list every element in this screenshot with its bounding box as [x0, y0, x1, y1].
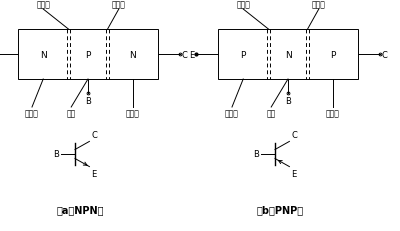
Text: P: P [240, 50, 246, 59]
Text: B: B [85, 97, 91, 106]
Text: B: B [253, 150, 259, 159]
Text: 基区: 基区 [266, 109, 276, 118]
Text: 发射结: 发射结 [36, 0, 50, 9]
Text: E: E [189, 50, 194, 59]
Text: C: C [91, 131, 97, 140]
Text: （b）PNP型: （b）PNP型 [256, 204, 304, 214]
Text: C: C [182, 50, 188, 59]
Text: 发射区: 发射区 [25, 109, 39, 118]
Text: 集电结: 集电结 [112, 0, 126, 9]
Text: B: B [285, 97, 291, 106]
Text: C: C [291, 131, 297, 140]
Text: 基区: 基区 [66, 109, 76, 118]
Text: P: P [85, 50, 91, 59]
Text: N: N [285, 50, 291, 59]
Text: （a）NPN型: （a）NPN型 [56, 204, 104, 214]
Text: 集电区: 集电区 [126, 109, 140, 118]
Bar [218, 30, 358, 80]
Text: N: N [130, 50, 136, 59]
Text: C: C [382, 50, 388, 59]
Text: E: E [91, 169, 97, 178]
Bar [18, 30, 158, 80]
Text: P: P [330, 50, 336, 59]
Text: 集电结: 集电结 [312, 0, 326, 9]
Text: E: E [291, 169, 297, 178]
Text: 集电区: 集电区 [326, 109, 340, 118]
Text: 发射结: 发射结 [236, 0, 250, 9]
Text: N: N [40, 50, 46, 59]
Text: 发射区: 发射区 [225, 109, 239, 118]
Text: B: B [53, 150, 59, 159]
